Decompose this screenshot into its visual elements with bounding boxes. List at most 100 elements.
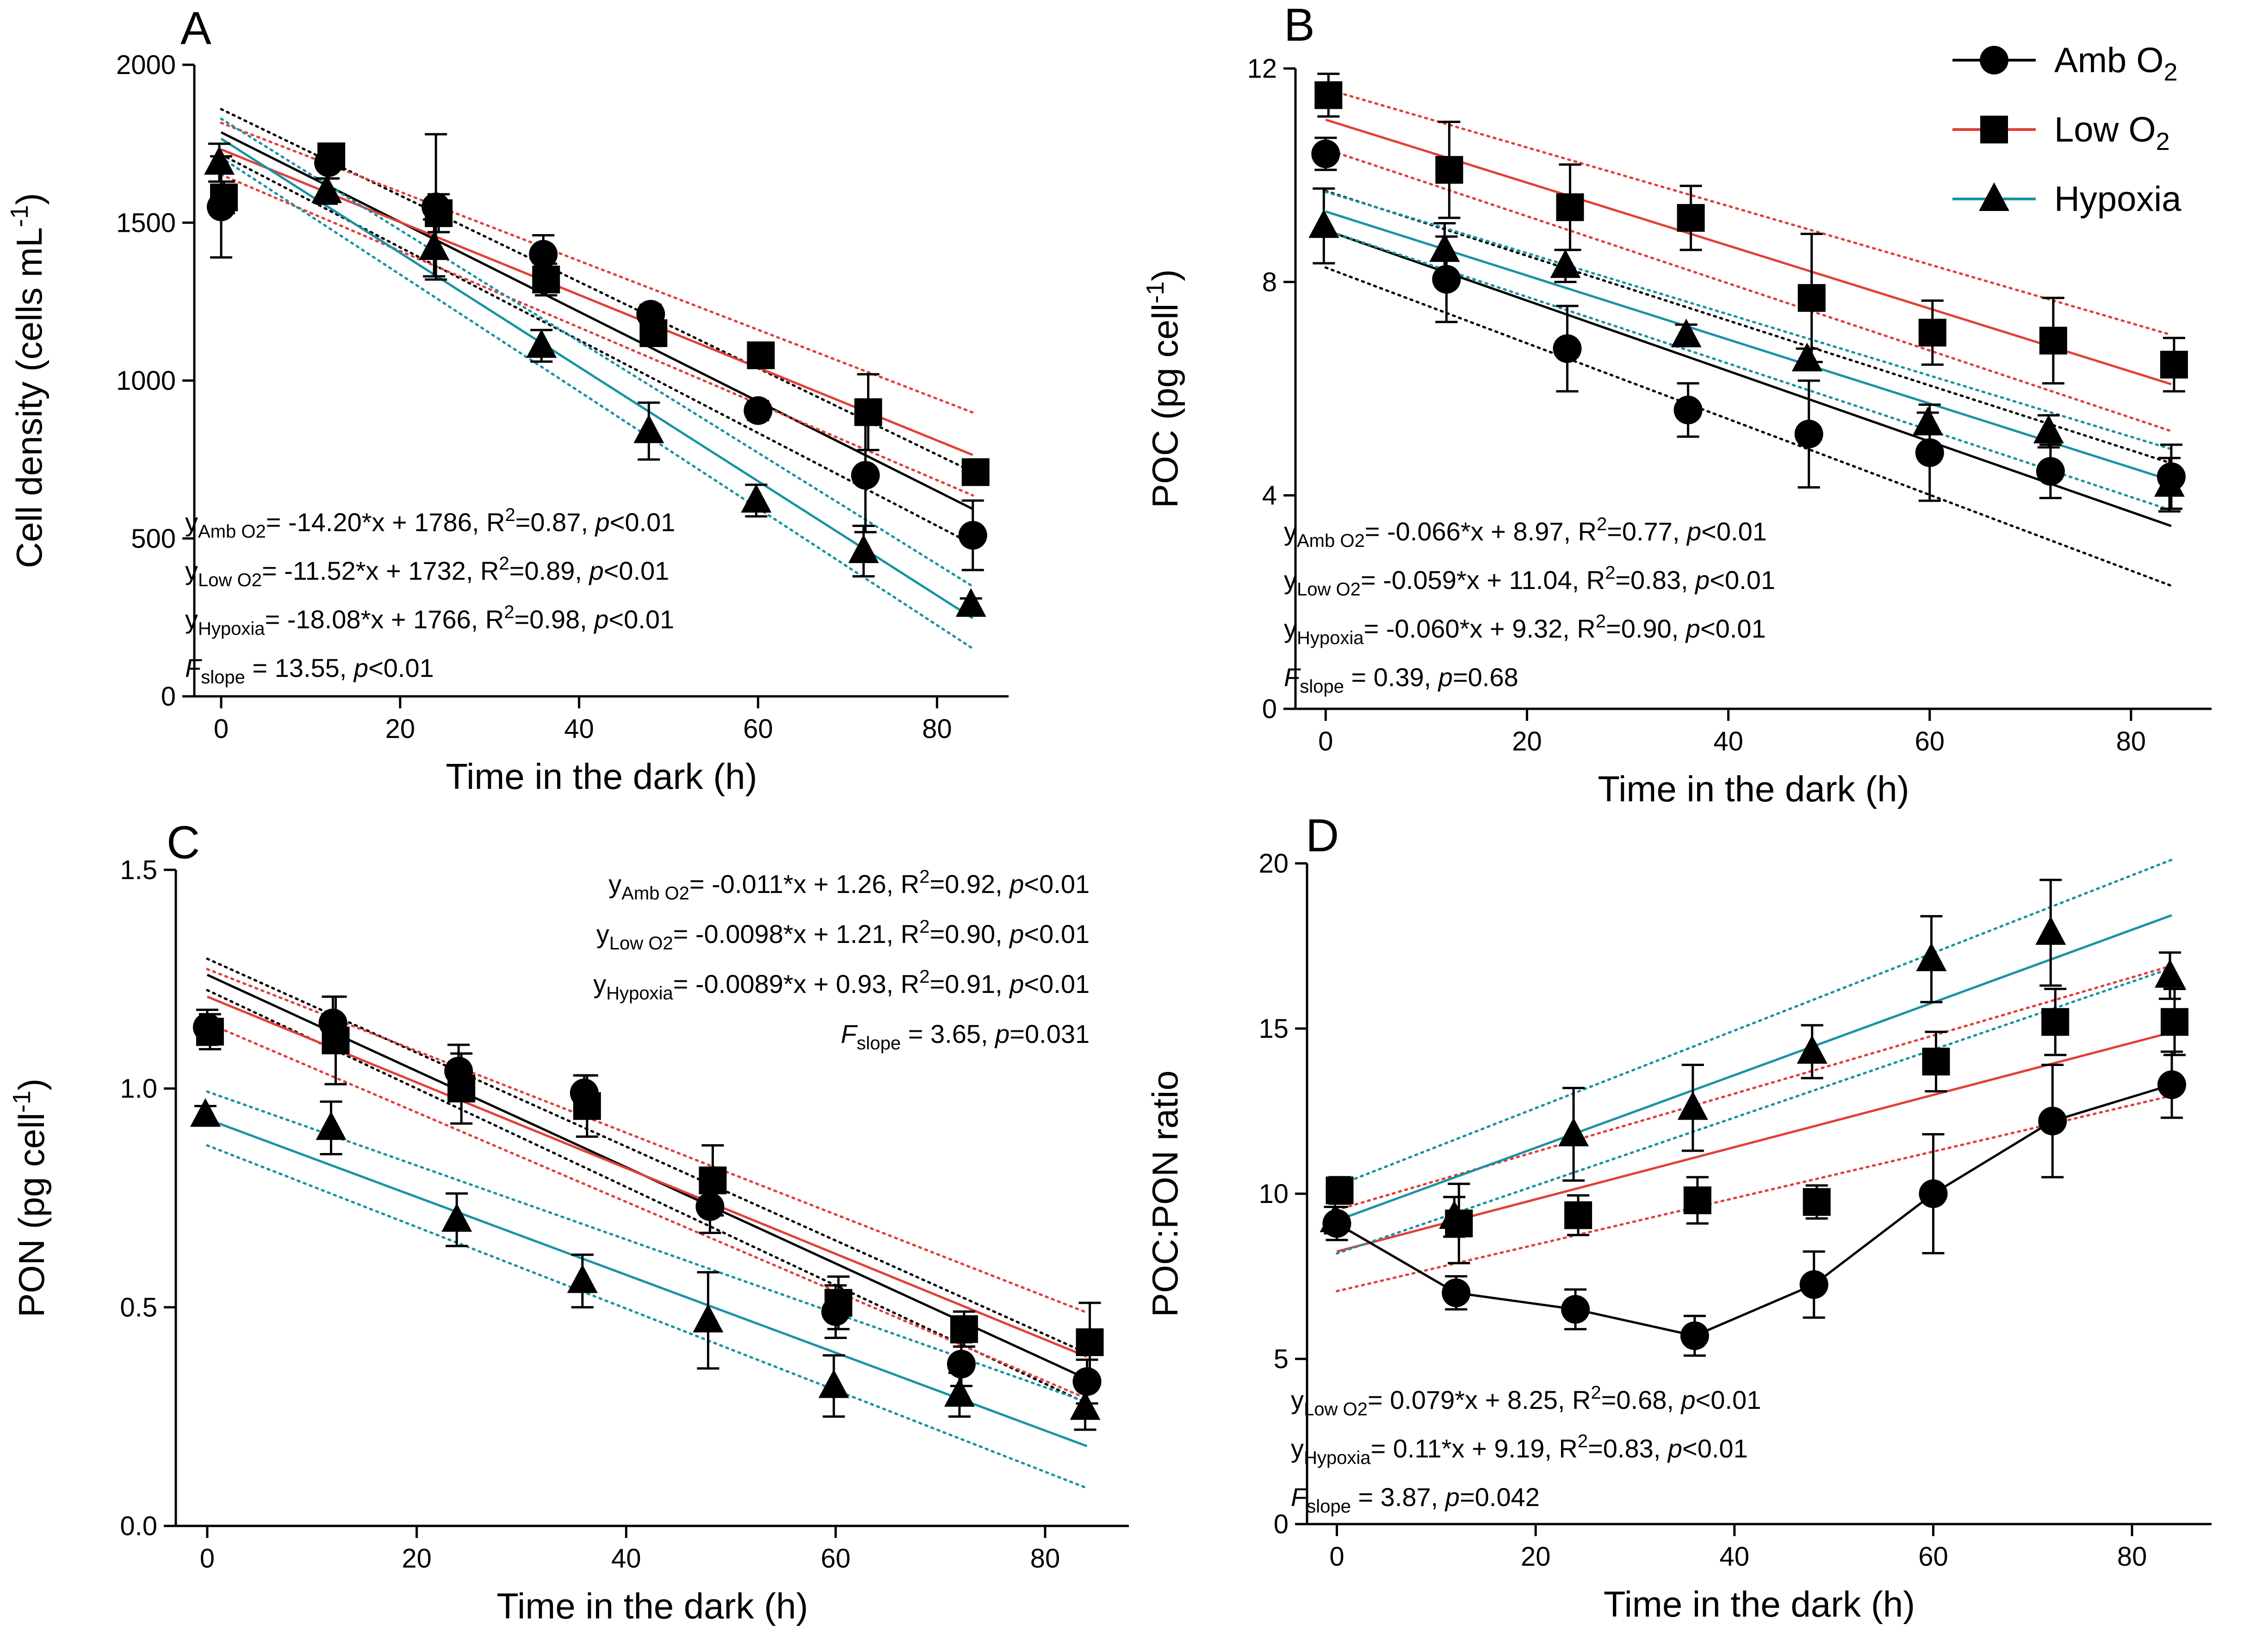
data-point-low <box>2041 1008 2070 1036</box>
x-tick-label: 60 <box>1918 1542 1948 1572</box>
confidence-band-low <box>1335 1094 2173 1293</box>
data-point-low <box>573 1092 601 1120</box>
y-tick-label: 10 <box>1258 1179 1289 1209</box>
data-point-low <box>1314 81 1343 109</box>
data-point-low <box>1803 1188 1831 1216</box>
regression-annotation: yAmb O2= -14.20*x + 1786, R2=0.87, p<0.0… <box>185 505 675 542</box>
data-point-amb <box>1673 396 1703 425</box>
confidence-band-low <box>206 1022 1088 1400</box>
x-tick-label: 40 <box>1713 726 1743 756</box>
data-point-hyp <box>1558 1117 1589 1147</box>
confidence-band-amb <box>1324 190 2173 465</box>
panel-b: B 0 4 8 12 0 20 40 60 80 Time in the dark (h) POC (… <box>1141 0 2212 809</box>
data-point-low <box>2039 327 2067 355</box>
regression-annotation: Fslope = 13.55, p<0.01 <box>185 653 434 688</box>
x-tick-label: 60 <box>743 714 773 744</box>
y-tick-label: 1000 <box>116 366 176 396</box>
data-point-amb <box>1442 1278 1471 1308</box>
x-tick-label: 20 <box>402 1544 432 1574</box>
data-point-hyp <box>1429 233 1460 262</box>
data-point-low <box>824 1289 853 1317</box>
data-point-hyp <box>693 1303 724 1333</box>
data-point-hyp <box>526 329 557 358</box>
data-point-amb <box>1915 438 1944 467</box>
legend-label: Amb O2 <box>2054 41 2178 86</box>
data-point-hyp <box>944 1378 975 1407</box>
data-point-amb <box>2038 1106 2067 1135</box>
data-point-low <box>699 1166 727 1195</box>
data-point-low <box>747 341 775 369</box>
data-point-low <box>196 1017 224 1046</box>
confidence-band-amb <box>206 957 1088 1355</box>
data-point-low <box>1564 1201 1593 1229</box>
data-point-amb <box>744 396 773 425</box>
data-point-hyp <box>1791 342 1822 372</box>
y-tick-label: 15 <box>1258 1014 1289 1044</box>
data-point-amb <box>1553 334 1582 363</box>
confidence-band-hyp <box>1324 229 2173 512</box>
data-point-hyp <box>2154 468 2185 497</box>
regression-line-low <box>221 148 973 456</box>
y-tick-label: 0.5 <box>120 1292 157 1322</box>
legend-label: Low O2 <box>2054 110 2170 155</box>
regression-line-low <box>206 995 1088 1358</box>
regression-annotation: Fslope = 0.39, p=0.68 <box>1284 663 1518 697</box>
data-point-amb <box>851 461 880 490</box>
confidence-band-amb <box>1324 266 2173 587</box>
data-point-low <box>2160 351 2188 379</box>
data-point-low <box>950 1315 978 1343</box>
panel-a: A 0 500 1000 1500 2000 0 20 40 60 80 Time in the da… <box>6 2 1009 797</box>
data-point-amb <box>695 1192 725 1221</box>
data-point-low <box>2161 1008 2189 1036</box>
data-point-low <box>1797 284 1826 312</box>
data-point-low <box>425 199 453 227</box>
data-point-amb <box>1919 1179 1948 1208</box>
x-tick-label: 80 <box>2117 1542 2147 1572</box>
data-point-hyp <box>1671 318 1702 347</box>
regression-annotation: yLow O2= -0.059*x + 11.04, R2=0.83, p<0.… <box>1284 563 1775 600</box>
data-point-hyp <box>2155 959 2186 988</box>
x-tick-label: 60 <box>1915 726 1945 756</box>
y-tick-label: 1500 <box>116 208 176 238</box>
confidence-band-low <box>206 968 1088 1314</box>
regression-line-low <box>1325 118 2172 385</box>
data-point-hyp <box>2035 916 2066 945</box>
regression-line-amb <box>220 131 973 510</box>
regression-line-low <box>1336 1031 2172 1253</box>
legend-marker-amb <box>1980 46 2008 74</box>
x-tick-label: 0 <box>1329 1542 1344 1572</box>
y-tick-label: 0.0 <box>120 1511 157 1541</box>
data-point-hyp <box>311 174 342 203</box>
x-tick-label: 40 <box>1720 1542 1750 1572</box>
x-tick-label: 80 <box>922 714 952 744</box>
data-point-hyp <box>818 1369 849 1398</box>
x-tick-label: 20 <box>1521 1542 1551 1572</box>
y-tick-label: 0 <box>1274 1509 1289 1539</box>
y-tick-label: 1.0 <box>120 1074 157 1104</box>
y-axis-label: POC:PON ratio <box>1145 1070 1185 1317</box>
data-point-hyp <box>1550 249 1581 278</box>
regression-annotation: yLow O2= 0.079*x + 8.25, R2=0.68, p<0.01 <box>1291 1382 1761 1420</box>
data-point-hyp <box>1912 406 1943 435</box>
data-point-low <box>1556 193 1584 221</box>
confidence-band-hyp <box>220 118 974 588</box>
data-point-hyp <box>419 231 450 260</box>
regression-line-hyp <box>207 1118 1088 1447</box>
x-tick-label: 20 <box>385 714 415 744</box>
regression-annotation: yLow O2= -11.52*x + 1732, R2=0.89, p<0.0… <box>185 553 669 590</box>
data-point-amb <box>1311 139 1340 168</box>
data-point-amb <box>1680 1321 1709 1351</box>
data-point-hyp <box>1308 209 1339 238</box>
data-point-amb <box>958 521 987 550</box>
confidence-band-low <box>220 122 974 414</box>
legend-item-low: Low O2 <box>1952 110 2170 155</box>
regression-annotation: yHypoxia= -0.0089*x + 0.93, R2=0.91, p<0… <box>593 967 1090 1004</box>
data-point-low <box>1683 1186 1711 1215</box>
confidence-band-hyp <box>1324 191 2173 451</box>
data-point-amb <box>1432 265 1461 294</box>
data-point-hyp <box>1439 1200 1470 1229</box>
confidence-band-low <box>1335 964 2173 1211</box>
data-point-low <box>1076 1328 1104 1356</box>
data-point-hyp <box>1916 942 1947 972</box>
y-tick-label: 2000 <box>116 50 176 80</box>
